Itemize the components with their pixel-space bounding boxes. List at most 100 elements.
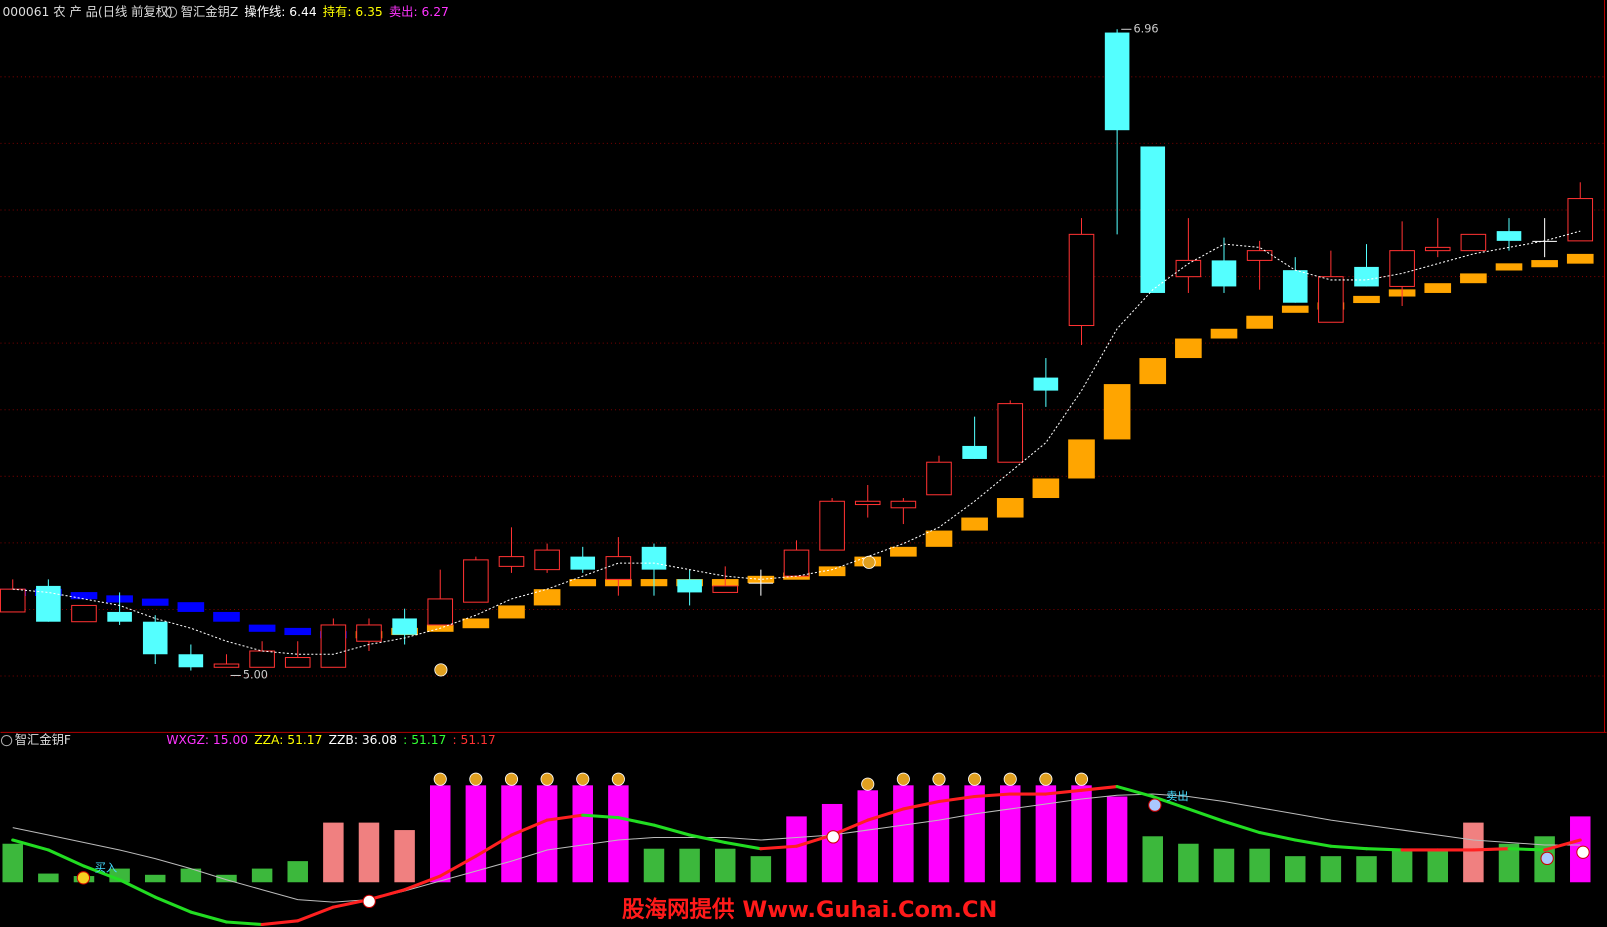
signal-icon (433, 772, 447, 786)
zza-segment (616, 816, 656, 827)
candle-body (1068, 233, 1095, 327)
zza-segment (1543, 838, 1582, 852)
bar (714, 848, 736, 883)
op-line-bar (1139, 358, 1167, 385)
op-line-bar (141, 598, 169, 606)
candle-body (1104, 32, 1130, 131)
candle-body (463, 559, 489, 603)
zza-segment (1115, 785, 1155, 799)
zzb-line (12, 793, 1581, 903)
signal-icon (968, 772, 982, 786)
candle-body (926, 461, 952, 496)
candle-body (0, 588, 26, 613)
zza-segment (545, 813, 585, 822)
zza-segment (1079, 785, 1119, 792)
candle-body (962, 445, 987, 459)
candle-body (249, 650, 275, 668)
zza-segment (1186, 807, 1226, 823)
signal-icon (469, 772, 483, 786)
bar (572, 785, 593, 883)
candle-body (641, 546, 667, 570)
signal-icon (76, 871, 91, 885)
candle-body (178, 654, 204, 668)
op-line-bar (213, 611, 240, 622)
bar (750, 856, 772, 883)
candle-body (819, 500, 845, 551)
candle-body (1175, 259, 1202, 278)
candle-body (1140, 146, 1166, 293)
zza-segment (1507, 847, 1547, 852)
bar (180, 868, 202, 883)
candle-body (427, 598, 454, 626)
candle-body (890, 500, 917, 509)
zza-segment (759, 844, 799, 851)
zza-segment (1293, 838, 1333, 848)
signal-icon (362, 894, 376, 909)
bar (1463, 822, 1484, 883)
signal-icon (862, 555, 876, 569)
bar (608, 785, 629, 883)
candle-body (1567, 198, 1594, 242)
zza-segment (723, 840, 763, 851)
legend-text: 卖出: 6.27 (389, 5, 449, 19)
legend-text: WXGZ: 15.00 (166, 733, 248, 747)
candle-body (1033, 377, 1059, 391)
op-line-bar (498, 605, 525, 619)
signal-icon (576, 772, 590, 786)
legend-text: ZZA: 51.17 (254, 733, 322, 747)
op-line-bar (890, 546, 917, 557)
op-line-bar (1424, 283, 1452, 293)
op-line-bar (925, 530, 953, 547)
candle-body (142, 621, 168, 655)
zza-segment (367, 888, 407, 902)
bar (964, 785, 985, 883)
bar (216, 874, 237, 883)
legend-text: 操作线: 6.44 (244, 4, 316, 19)
candle-body (1460, 233, 1487, 252)
zza-segment (474, 833, 514, 858)
candle-body (213, 663, 240, 668)
legend-text: : 51.17 (453, 733, 496, 747)
op-line-bar (248, 624, 276, 632)
zza-segment (46, 848, 86, 868)
signal-icon (1576, 845, 1590, 859)
icon (165, 6, 178, 18)
op-line-bar (70, 592, 98, 600)
bar (144, 874, 166, 883)
op-line-bar (1353, 295, 1380, 304)
candle-body (783, 549, 810, 577)
bar (857, 790, 878, 883)
op-line-bar (1068, 439, 1095, 479)
op-line-bar (1531, 260, 1558, 268)
bar (1213, 848, 1235, 883)
signal-icon (611, 772, 625, 786)
zza-segment (794, 833, 834, 848)
candle-body (107, 611, 132, 622)
bar (1178, 843, 1199, 883)
zza-segment (1044, 788, 1084, 796)
zza-segment (652, 823, 692, 837)
candle-body (1496, 231, 1522, 241)
bar (394, 830, 415, 883)
signal-icon (540, 772, 554, 786)
bar (536, 785, 558, 883)
zza-segment (1222, 819, 1262, 835)
bar (287, 861, 308, 883)
op-line-bar (533, 589, 561, 606)
legend-text: : 51.17 (403, 733, 446, 747)
bar (2, 843, 23, 883)
candle-body (1424, 246, 1451, 252)
icon (0, 734, 13, 747)
candle-body (284, 657, 311, 668)
op-line-bar (1032, 478, 1060, 499)
bar (1035, 785, 1057, 883)
candle-body (1389, 250, 1415, 287)
bar (679, 848, 700, 883)
zza-segment (153, 895, 193, 914)
signal-icon (1039, 772, 1053, 786)
legend-text: 000061 农 产 品(日线 前复权) (2, 4, 172, 19)
candle-body (534, 549, 560, 571)
watermark: 股海网提供 Www.Guhai.Com.CN (622, 896, 997, 923)
candle-body (1318, 276, 1344, 323)
candle-body (748, 582, 774, 584)
